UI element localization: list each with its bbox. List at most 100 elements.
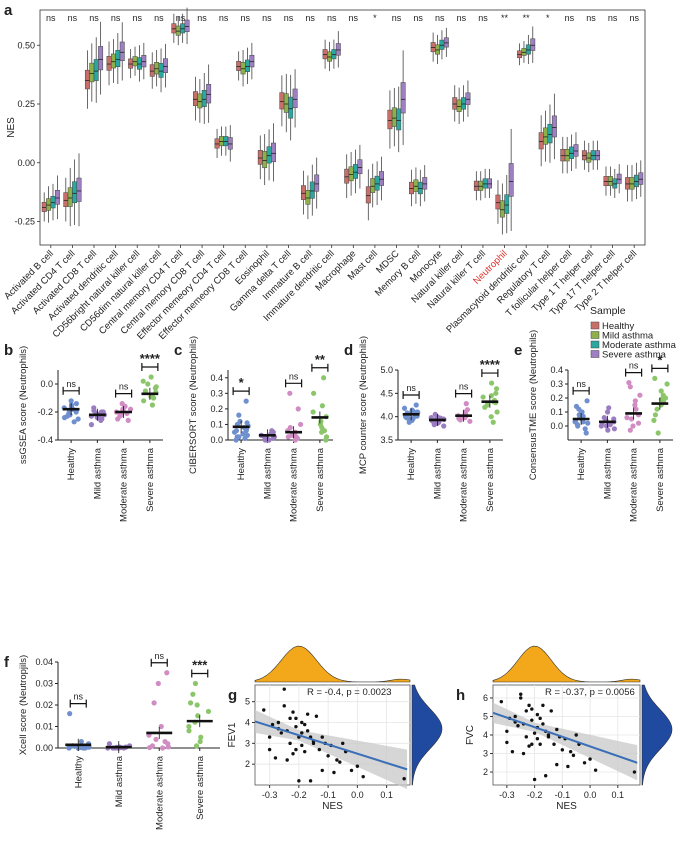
box: [67, 187, 73, 207]
marginal-density-top: [254, 645, 411, 683]
data-point: [611, 426, 618, 432]
y-tick-label-a: 0.50: [17, 40, 35, 50]
y-tick-label-a: 0.00: [17, 158, 35, 168]
box: [543, 127, 549, 145]
data-point: [140, 378, 146, 384]
significance-label-a: ns: [435, 13, 445, 23]
x-axis-label-g: NES: [322, 801, 343, 812]
x-tick-label-g: -0.3: [262, 790, 278, 800]
data-point: [555, 762, 559, 767]
box: [184, 19, 190, 32]
data-point: [158, 723, 164, 730]
data-point: [632, 402, 638, 408]
sig-label: ns: [406, 383, 416, 393]
marginal-density-right: [411, 684, 443, 786]
data-point: [292, 437, 298, 443]
data-point: [242, 435, 248, 442]
data-point: [71, 419, 77, 425]
data-point: [494, 409, 500, 415]
data-point: [626, 380, 632, 386]
x-tick-label-b: Severe asthma: [145, 447, 156, 512]
box: [227, 137, 233, 150]
data-point: [262, 708, 266, 712]
box: [629, 177, 635, 190]
x-tick-label-b: Moderate asthma: [119, 447, 130, 522]
data-point: [493, 386, 500, 392]
box: [551, 115, 557, 138]
x-tick-label-f: Severe asthma: [195, 755, 206, 820]
data-point: [332, 770, 336, 775]
data-point: [654, 406, 660, 412]
data-point: [190, 691, 196, 697]
data-point: [243, 398, 249, 404]
box: [193, 91, 198, 106]
box: [603, 176, 609, 187]
box: [283, 93, 289, 113]
box: [136, 57, 142, 70]
x-tick-label-b: Mild asthma: [92, 447, 103, 499]
data-point: [413, 402, 419, 408]
data-point: [297, 779, 301, 783]
significance-label-a: ns: [305, 13, 315, 23]
data-point: [606, 405, 612, 411]
data-point: [604, 409, 611, 415]
data-point: [513, 714, 517, 719]
y-tick-label-c: 0.3: [210, 388, 223, 398]
box: [214, 138, 220, 149]
box: [46, 198, 52, 211]
data-point: [282, 687, 286, 691]
x-tick-label-e: Severe asthma: [655, 447, 666, 512]
data-point: [319, 403, 325, 409]
data-point: [285, 758, 289, 762]
data-point: [80, 745, 87, 751]
box: [387, 109, 393, 130]
data-point: [145, 381, 151, 387]
data-point: [519, 696, 523, 700]
data-point: [662, 395, 669, 401]
y-tick-label-d: 4.0: [380, 412, 393, 422]
x-tick-label-f: Mild asthma: [114, 755, 125, 807]
box: [581, 150, 587, 161]
box: [478, 180, 484, 191]
y-tick-label-d: 4.5: [380, 388, 393, 398]
box: [89, 62, 95, 83]
box: [547, 123, 553, 144]
data-point: [510, 749, 515, 754]
sig-label: ns: [459, 382, 469, 392]
data-point: [285, 434, 291, 440]
significance-label-a: ns: [608, 13, 618, 23]
box: [573, 144, 579, 157]
data-point: [488, 414, 494, 420]
data-point: [311, 390, 317, 396]
data-point: [267, 735, 272, 739]
data-point: [524, 709, 528, 713]
data-point: [115, 416, 121, 422]
x-tick-label-g: 0.1: [380, 790, 393, 800]
data-point: [297, 421, 304, 428]
data-point: [585, 420, 591, 426]
box: [625, 177, 631, 190]
x-tick-label-g: -0.2: [291, 790, 307, 800]
data-point: [527, 703, 531, 708]
x-tick-label-b: Healthy: [66, 448, 77, 480]
data-point: [410, 415, 416, 422]
data-point: [243, 428, 249, 434]
data-point: [233, 428, 240, 434]
box: [149, 64, 155, 77]
box: [538, 132, 544, 150]
data-point: [628, 416, 635, 422]
data-point: [568, 749, 573, 754]
data-point: [580, 419, 586, 425]
data-point: [291, 752, 295, 756]
data-point: [632, 398, 638, 404]
x-tick-label-e: Mild asthma: [602, 447, 613, 499]
significance-label-a: ns: [413, 13, 423, 23]
box: [525, 44, 531, 55]
box: [41, 201, 47, 212]
sig-label: ns: [73, 692, 83, 702]
data-point: [149, 402, 155, 408]
data-point: [147, 744, 153, 751]
y-tick-label-f: 0.03: [35, 679, 53, 689]
data-point: [61, 415, 68, 421]
y-tick-label-a: -0.25: [14, 217, 35, 227]
